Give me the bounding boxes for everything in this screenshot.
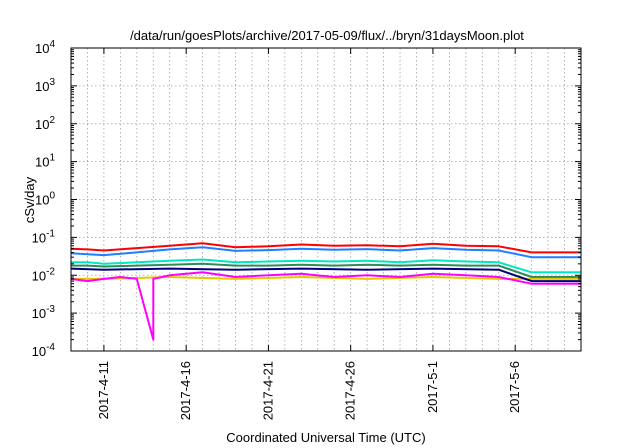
x-axis-label: Coordinated Universal Time (UTC) — [226, 430, 425, 445]
y-tick-base: 10 — [35, 79, 49, 94]
y-tick-base: 10 — [32, 230, 46, 245]
y-tick-label: 104 — [35, 39, 55, 56]
y-tick-exponent: -4 — [46, 342, 55, 353]
grid — [70, 47, 582, 352]
y-tick-base: 10 — [32, 306, 46, 321]
series-layer — [70, 242, 581, 341]
y-tick-label: 103 — [35, 77, 55, 94]
y-tick-base: 10 — [35, 155, 49, 170]
x-tick-label: 2017-4-21 — [260, 361, 275, 420]
y-tick-label: 10-4 — [32, 342, 56, 359]
y-tick-label: 102 — [35, 115, 55, 132]
y-tick-label: 101 — [35, 153, 55, 170]
series-line-3 — [71, 262, 581, 278]
x-tick-label: 2017-4-16 — [178, 361, 193, 420]
series-line-1 — [70, 246, 581, 259]
y-tick-label: 100 — [35, 191, 55, 208]
y-tick-label: 10-2 — [32, 266, 56, 283]
y-tick-base: 10 — [32, 268, 46, 283]
x-tick-label: 2017-5-6 — [507, 361, 522, 413]
x-tick-label: 2017-4-11 — [96, 361, 111, 419]
y-tick-label: 10-3 — [32, 304, 56, 321]
series-line-5 — [70, 267, 581, 283]
y-tick-exponent: -2 — [46, 266, 55, 277]
series-line-2 — [71, 258, 581, 274]
y-axis-label: cSv/day — [22, 176, 37, 223]
y-tick-exponent: 4 — [49, 39, 55, 50]
y-tick-exponent: 0 — [49, 191, 55, 202]
y-tick-exponent: -1 — [46, 228, 55, 239]
chart-title: /data/run/goesPlots/archive/2017-05-09/f… — [130, 28, 524, 43]
y-tick-exponent: 3 — [49, 77, 55, 88]
y-tick-base: 10 — [35, 193, 49, 208]
y-tick-label: 10-1 — [32, 228, 56, 245]
y-tick-exponent: 2 — [49, 115, 55, 126]
y-tick-exponent: -3 — [46, 304, 55, 315]
y-tick-base: 10 — [32, 344, 46, 359]
axes: 10-410-310-210-11001011021031042017-4-11… — [32, 39, 581, 420]
x-tick-label: 2017-5-1 — [425, 361, 440, 413]
y-tick-base: 10 — [35, 41, 49, 56]
series-line-0 — [70, 242, 581, 254]
y-tick-exponent: 1 — [49, 153, 55, 164]
x-tick-label: 2017-4-26 — [343, 361, 358, 420]
series-line-6 — [70, 271, 581, 341]
y-tick-base: 10 — [35, 117, 49, 132]
